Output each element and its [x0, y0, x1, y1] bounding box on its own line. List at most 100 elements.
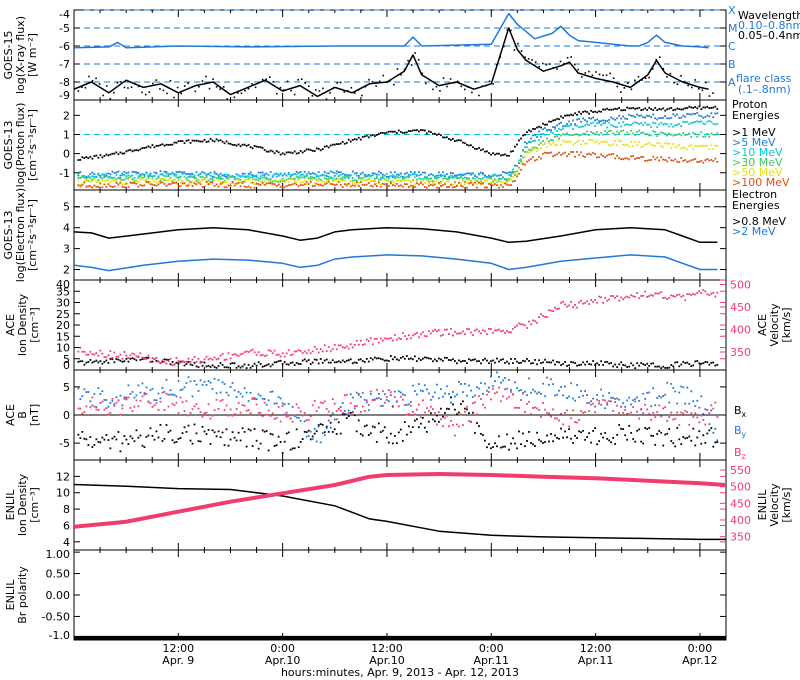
- data-point: [291, 353, 294, 356]
- y-tick-label-right: 450: [730, 497, 751, 510]
- data-point: [666, 75, 668, 78]
- data-point: [243, 180, 246, 183]
- data-point: [490, 153, 492, 156]
- data-point: [265, 430, 268, 432]
- data-point: [385, 436, 388, 439]
- data-point: [273, 361, 276, 364]
- data-point: [498, 177, 500, 180]
- data-point: [135, 394, 138, 397]
- data-point: [552, 132, 554, 134]
- data-point: [630, 294, 633, 297]
- data-point: [540, 157, 542, 160]
- y-axis-label-right: ENLIL: [756, 489, 769, 521]
- data-point: [522, 161, 524, 164]
- data-point: [446, 414, 448, 417]
- data-point: [596, 140, 599, 143]
- data-point: [293, 179, 296, 182]
- data-point: [630, 403, 633, 406]
- data-point: [213, 377, 216, 380]
- data-point: [243, 404, 246, 407]
- data-point: [79, 437, 82, 439]
- data-point: [281, 352, 284, 355]
- data-point: [612, 143, 615, 146]
- data-point: [395, 442, 398, 445]
- data-point: [377, 170, 380, 173]
- data-point: [678, 108, 681, 110]
- data-point: [253, 145, 256, 147]
- data-point: [520, 50, 523, 52]
- data-point: [109, 357, 112, 360]
- data-point: [614, 398, 617, 400]
- data-point: [313, 172, 316, 175]
- data-point: [111, 179, 114, 182]
- data-point: [688, 160, 691, 163]
- data-point: [269, 432, 272, 435]
- data-point: [708, 147, 711, 150]
- data-point: [249, 171, 252, 174]
- data-point: [656, 142, 659, 145]
- data-point: [624, 409, 627, 411]
- data-point: [706, 293, 709, 296]
- data-point: [261, 180, 264, 183]
- data-point: [448, 425, 450, 428]
- data-point: [712, 407, 715, 410]
- data-point: [700, 108, 703, 110]
- data-point: [570, 124, 572, 127]
- data-point: [149, 175, 152, 178]
- data-point: [245, 350, 248, 353]
- data-point: [688, 435, 691, 438]
- data-point: [600, 432, 603, 435]
- data-point: [171, 439, 174, 442]
- data-point: [508, 331, 510, 334]
- data-point: [590, 299, 593, 301]
- data-point: [393, 171, 396, 174]
- data-point: [636, 396, 639, 399]
- data-point: [215, 86, 218, 88]
- data-point: [413, 390, 416, 393]
- data-point: [321, 173, 324, 176]
- data-point: [476, 422, 478, 424]
- data-point: [471, 91, 473, 94]
- data-point: [379, 172, 382, 174]
- data-point: [558, 122, 560, 125]
- data-point: [383, 183, 386, 186]
- data-point: [231, 362, 234, 365]
- data-point: [273, 152, 276, 155]
- data-point: [714, 441, 717, 444]
- data-point: [391, 174, 394, 177]
- data-point: [99, 360, 102, 363]
- data-point: [584, 110, 587, 113]
- data-point: [221, 364, 224, 366]
- data-point: [714, 428, 717, 430]
- data-point: [205, 176, 208, 179]
- data-point: [291, 183, 294, 186]
- data-point: [568, 425, 570, 428]
- data-point: [680, 74, 682, 77]
- data-point: [704, 408, 707, 411]
- data-point: [315, 182, 318, 185]
- data-point: [506, 154, 508, 157]
- data-point: [470, 144, 472, 147]
- data-point: [712, 106, 715, 109]
- data-point: [399, 391, 402, 394]
- data-point: [141, 444, 144, 447]
- data-point: [600, 124, 603, 126]
- series-Bx: [77, 396, 719, 454]
- data-point: [225, 428, 228, 431]
- data-point: [381, 429, 384, 432]
- data-point: [301, 359, 304, 362]
- data-point: [329, 92, 331, 94]
- data-point: [125, 182, 128, 185]
- data-point: [303, 358, 306, 361]
- data-point: [556, 360, 558, 363]
- data-point: [313, 150, 316, 152]
- data-point: [702, 122, 705, 125]
- data-point: [644, 159, 647, 162]
- y-tick-label: 2: [63, 264, 70, 277]
- data-point: [450, 138, 452, 141]
- data-point: [281, 363, 284, 366]
- data-point: [151, 175, 154, 178]
- data-point: [325, 427, 328, 429]
- data-point: [109, 153, 112, 156]
- data-point: [121, 360, 124, 363]
